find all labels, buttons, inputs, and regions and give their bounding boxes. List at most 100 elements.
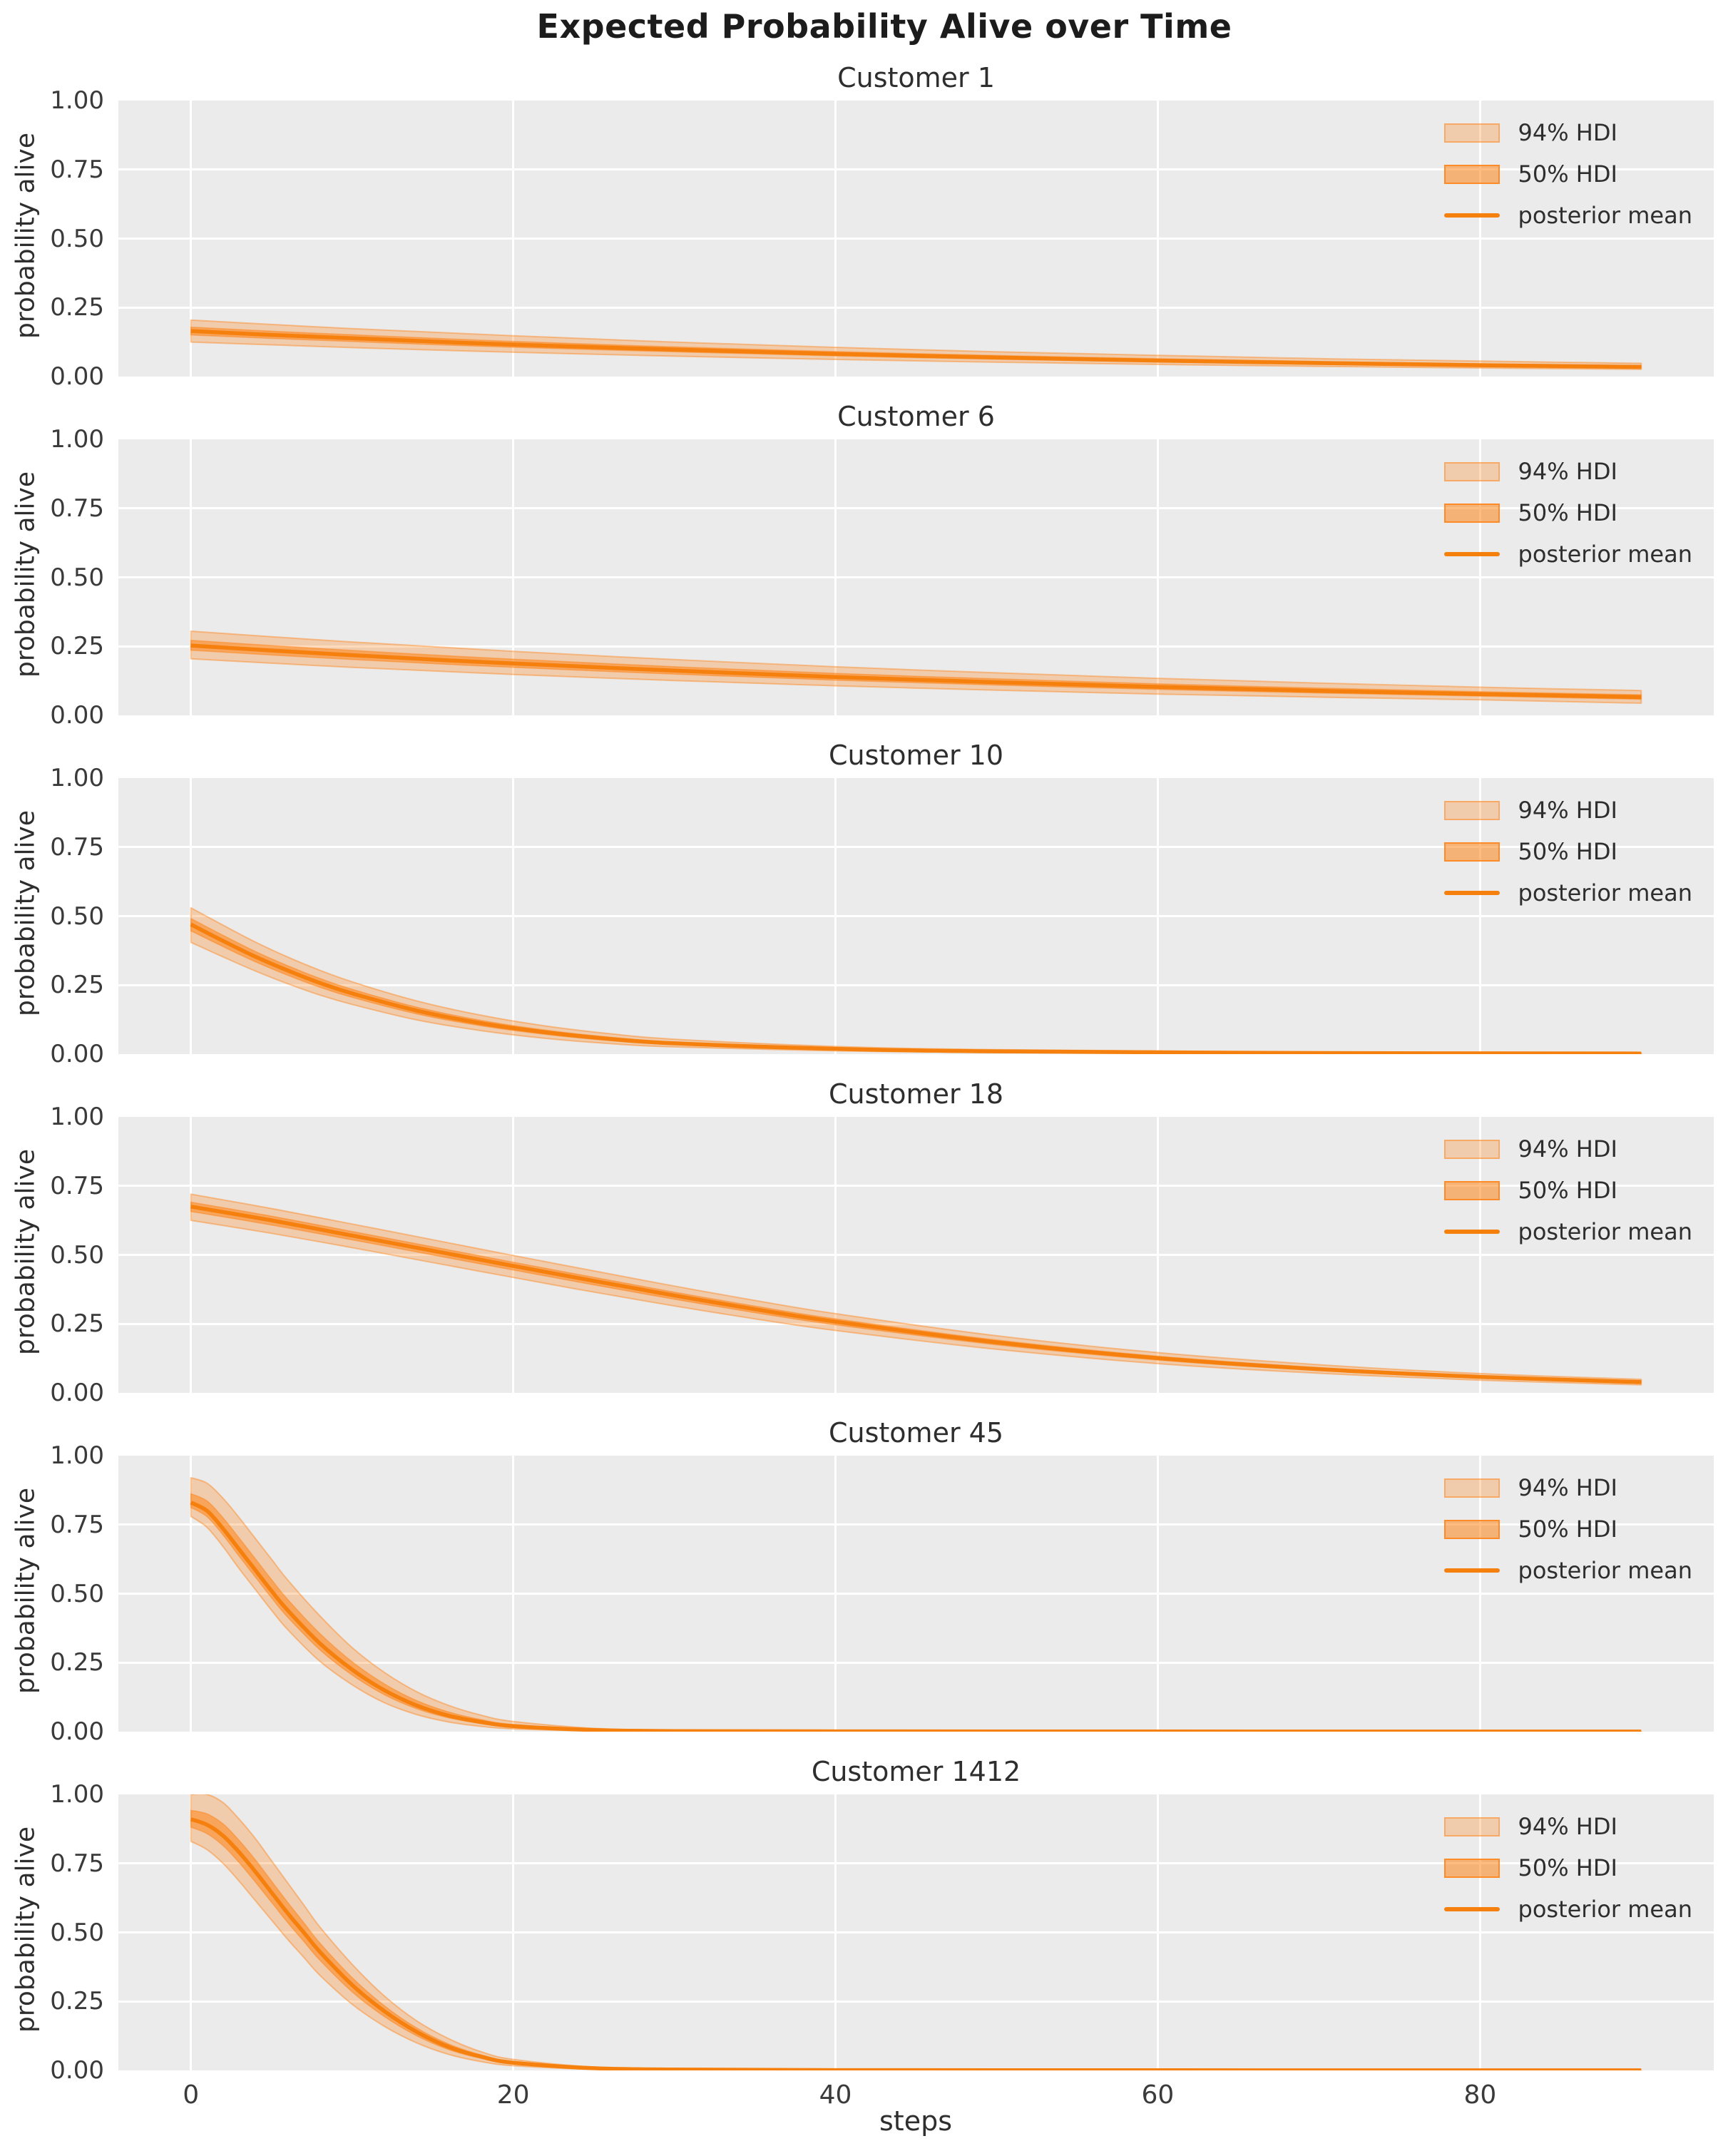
legend-item: 50% HDI xyxy=(1443,839,1617,864)
gridline-horizontal xyxy=(118,1862,1714,1865)
plot-area-customer-10: 94% HDI 50% HDI posterior mean xyxy=(118,778,1714,1054)
gridline-vertical xyxy=(1478,778,1481,1054)
gridline-vertical xyxy=(190,101,193,377)
posterior-mean-line xyxy=(190,1205,1642,1384)
y-tick-label: 0.50 xyxy=(50,224,104,253)
gridline-horizontal xyxy=(118,576,1714,578)
hdi-50-band xyxy=(190,326,1642,369)
legend-item: posterior mean xyxy=(1443,1220,1692,1244)
legend-item: posterior mean xyxy=(1443,542,1692,566)
gridline-vertical xyxy=(1478,101,1481,377)
legend-item: 94% HDI xyxy=(1443,797,1617,824)
gridline-vertical xyxy=(190,1117,193,1393)
y-tick-label: 0.25 xyxy=(50,1987,104,2016)
legend-item: posterior mean xyxy=(1443,1896,1693,1923)
legend-label: 94% HDI xyxy=(1518,1474,1617,1501)
y-tick-label: 0.00 xyxy=(50,701,104,730)
gridline-vertical xyxy=(1156,1456,1159,1732)
legend-94hdi-swatch xyxy=(1443,800,1500,820)
y-tick-label: 0.75 xyxy=(50,1510,104,1539)
legend-label: posterior mean xyxy=(1518,879,1693,906)
legend-label: 50% HDI xyxy=(1518,1177,1617,1204)
gridline-horizontal xyxy=(118,1931,1714,1933)
legend-50hdi-swatch xyxy=(1443,1858,1500,1878)
x-axis-label: steps xyxy=(879,2105,952,2137)
gridline-horizontal xyxy=(118,846,1714,849)
hdi-94-band xyxy=(190,906,1642,1054)
y-tick-label: 0.50 xyxy=(50,901,104,931)
gridline-vertical xyxy=(1478,439,1481,715)
plot-area-customer-6: 94% HDI 50% HDI posterior mean xyxy=(118,439,1714,715)
legend-label: posterior mean xyxy=(1518,1557,1693,1584)
chart-canvas xyxy=(190,1794,1642,2070)
gridline-vertical xyxy=(190,1794,193,2070)
chart-canvas xyxy=(190,1193,1642,1386)
legend-label: 50% HDI xyxy=(1518,1516,1617,1543)
posterior-mean-line xyxy=(190,1817,1642,2070)
gridline-horizontal xyxy=(118,645,1714,648)
posterior-mean-line xyxy=(190,643,1642,700)
y-tick-label: 0.00 xyxy=(50,1379,104,1407)
legend-label: 50% HDI xyxy=(1518,1854,1617,1881)
x-tick-label: 20 xyxy=(496,2080,530,2110)
x-tick-label: 40 xyxy=(819,2080,852,2110)
gridline-vertical xyxy=(1156,778,1159,1054)
legend-item: 94% HDI xyxy=(1443,1813,1617,1840)
legend-94hdi-swatch xyxy=(1443,1817,1500,1836)
y-tick-label: 0.00 xyxy=(50,1717,104,1746)
hdi-50-band xyxy=(190,918,1642,1054)
legend-label: posterior mean xyxy=(1518,1896,1693,1923)
y-tick-label: 0.50 xyxy=(50,1240,104,1269)
chart-canvas xyxy=(190,319,1642,370)
gridline-horizontal xyxy=(118,984,1714,986)
legend-50hdi-swatch xyxy=(1443,1180,1500,1200)
legend-line-swatch xyxy=(1443,891,1500,895)
gridline-vertical xyxy=(1156,1117,1159,1393)
gridline-horizontal xyxy=(118,915,1714,917)
gridline-vertical xyxy=(512,1794,515,2070)
gridline-vertical xyxy=(834,439,837,715)
gridline-horizontal xyxy=(118,168,1714,171)
gridline-horizontal xyxy=(118,1661,1714,1664)
legend: 94% HDI 50% HDI posterior mean xyxy=(1443,1137,1692,1244)
legend: 94% HDI 50% HDI posterior mean xyxy=(1443,1813,1693,1923)
gridline-horizontal xyxy=(118,507,1714,510)
gridline-horizontal xyxy=(118,1593,1714,1595)
gridline-vertical xyxy=(834,778,837,1054)
chart-canvas xyxy=(190,906,1642,1054)
y-tick-label: 0.00 xyxy=(50,362,104,391)
y-tick-label: 0.00 xyxy=(50,2056,104,2085)
gridline-horizontal xyxy=(118,306,1714,309)
y-tick-label: 0.75 xyxy=(50,832,104,862)
hdi-50-band xyxy=(190,1809,1642,2070)
gridline-vertical xyxy=(1478,1794,1481,2070)
legend-label: 94% HDI xyxy=(1518,797,1617,824)
y-tick-label: 0.75 xyxy=(50,1849,104,1878)
gridline-vertical xyxy=(512,778,515,1054)
chart-canvas xyxy=(190,1477,1642,1732)
subplot-title-customer-18: Customer 18 xyxy=(828,1078,1003,1110)
legend-item: posterior mean xyxy=(1443,1557,1693,1584)
hdi-94-band xyxy=(190,1477,1642,1732)
gridline-vertical xyxy=(512,1456,515,1732)
legend-item: 94% HDI xyxy=(1443,1137,1617,1161)
legend-label: 50% HDI xyxy=(1518,160,1617,188)
plot-area-customer-18: 94% HDI 50% HDI posterior mean xyxy=(118,1117,1714,1393)
legend-label: 94% HDI xyxy=(1518,1813,1617,1840)
legend: 94% HDI 50% HDI posterior mean xyxy=(1443,121,1692,228)
gridline-vertical xyxy=(1156,101,1159,377)
y-tick-label: 1.00 xyxy=(50,1103,104,1131)
legend: 94% HDI 50% HDI posterior mean xyxy=(1443,459,1692,566)
x-tick-label: 60 xyxy=(1141,2080,1175,2110)
subplot-title-customer-45: Customer 45 xyxy=(828,1417,1003,1449)
legend-50hdi-swatch xyxy=(1443,842,1500,862)
gridline-horizontal xyxy=(118,237,1714,240)
gridline-vertical xyxy=(1156,1794,1159,2070)
gridline-vertical xyxy=(834,1456,837,1732)
y-tick-label: 0.50 xyxy=(50,563,104,592)
gridline-vertical xyxy=(1478,1117,1481,1393)
gridline-horizontal xyxy=(118,1523,1714,1526)
gridline-vertical xyxy=(190,778,193,1054)
subplot-title-customer-10: Customer 10 xyxy=(828,740,1003,771)
